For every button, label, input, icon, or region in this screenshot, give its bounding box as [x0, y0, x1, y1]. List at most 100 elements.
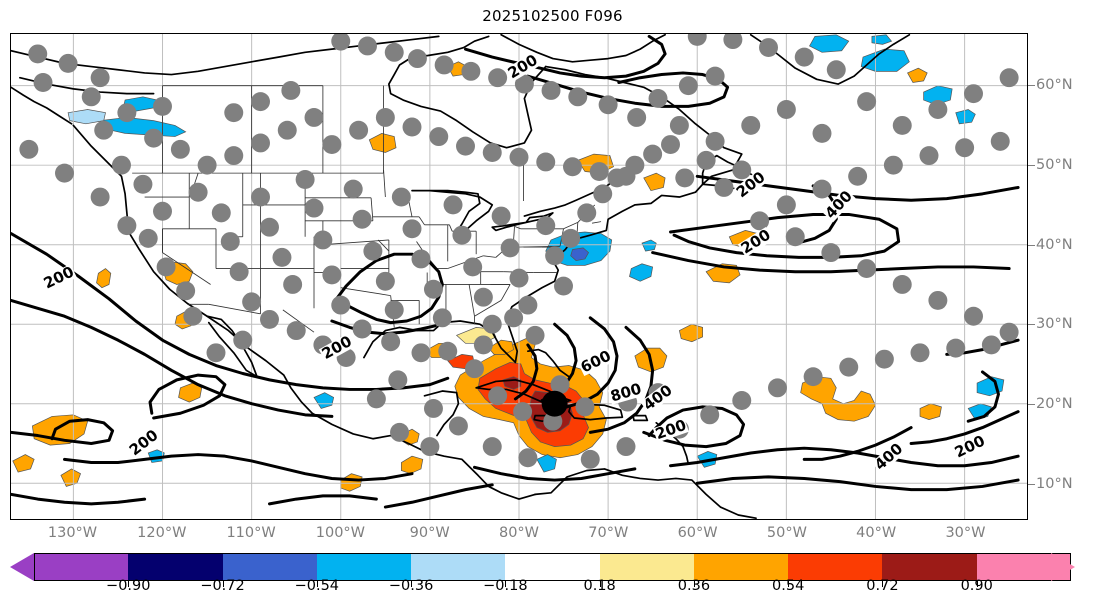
longitude-tick-label: 50°W [766, 525, 807, 541]
station-marker [892, 275, 912, 294]
longitude-tick-label: 60°W [677, 525, 718, 541]
political-border [513, 226, 515, 240]
station-marker [411, 343, 431, 363]
colorbar-tick-label: −0.54 [294, 578, 340, 594]
station-marker [402, 117, 422, 137]
height-contour [472, 465, 637, 482]
station-marker [678, 76, 698, 96]
station-marker [981, 335, 1001, 355]
station-marker [251, 133, 270, 153]
colorbar-tick-label: −0.90 [106, 578, 151, 594]
colorbar-bands [34, 553, 1071, 581]
station-marker [112, 155, 131, 175]
longitude-tick-label: 40°W [856, 525, 897, 541]
colorbar-tick-mark [316, 581, 318, 587]
latitude-tick-mark [1028, 164, 1035, 166]
station-marker [153, 96, 172, 116]
station-marker [910, 343, 930, 363]
station-marker [627, 107, 647, 127]
station-marker [117, 103, 137, 123]
station-marker [229, 262, 249, 282]
height-contour [11, 298, 334, 418]
station-marker [352, 319, 372, 339]
station-marker [990, 131, 1010, 151]
station-marker [482, 437, 502, 457]
anomaly-region [313, 392, 335, 409]
station-marker [322, 265, 342, 285]
station-marker [482, 143, 502, 162]
anomaly-region [809, 34, 850, 53]
station-marker [504, 308, 524, 328]
station-marker [183, 306, 203, 326]
station-marker [768, 378, 787, 398]
station-marker [491, 206, 511, 226]
station-marker [509, 268, 529, 288]
station-marker [561, 228, 581, 248]
station-marker [696, 150, 716, 170]
colorbar-band [128, 553, 223, 581]
station-marker [577, 203, 597, 223]
political-border [483, 255, 496, 258]
height-contour [695, 475, 1020, 492]
station-marker [220, 232, 240, 252]
anomaly-region [340, 473, 363, 492]
colorbar[interactable] [9, 553, 1095, 583]
height-contour [11, 418, 115, 446]
political-border [500, 284, 511, 301]
station-marker [568, 87, 588, 107]
station-marker [55, 163, 74, 183]
anomaly-region [400, 455, 424, 475]
station-marker [776, 100, 796, 119]
station-marker [206, 343, 226, 363]
anomaly-region [860, 48, 910, 72]
station-marker [928, 290, 948, 310]
coastline [491, 212, 554, 232]
station-marker [81, 87, 101, 107]
station-marker [420, 437, 440, 457]
colorbar-band [882, 553, 977, 581]
station-marker [90, 187, 110, 207]
station-marker [589, 162, 609, 181]
station-marker [593, 184, 613, 204]
station-marker [518, 295, 538, 315]
station-marker [964, 84, 983, 104]
station-marker [598, 95, 618, 115]
colorbar-band [316, 553, 412, 581]
latitude-tick-label: 50°N [1036, 156, 1073, 173]
colorbar-under-arrow [10, 553, 34, 581]
longitude-tick-label: 80°W [498, 525, 540, 541]
station-marker [390, 422, 410, 442]
station-marker [723, 34, 743, 50]
station-marker [826, 60, 846, 80]
colorbar-tick-mark [505, 581, 507, 587]
political-border [468, 284, 475, 317]
colorbar-band [599, 553, 694, 581]
colorbar-band [411, 553, 506, 581]
height-contour [513, 343, 539, 401]
colorbar-tick-label: −0.72 [200, 578, 245, 594]
station-marker [675, 168, 695, 188]
height-contour [909, 410, 1020, 446]
station-marker [402, 219, 422, 239]
station-marker [525, 325, 545, 345]
station-marker [224, 146, 244, 166]
colorbar-tick-label: −0.18 [483, 578, 528, 594]
height-contour [669, 446, 1020, 468]
station-marker [488, 386, 508, 406]
station-marker [616, 166, 636, 186]
station-marker [473, 335, 493, 355]
station-marker [349, 120, 369, 140]
colorbar-tick-label: 0.90 [960, 578, 993, 594]
station-marker [197, 155, 217, 175]
station-marker [848, 166, 868, 186]
station-marker [580, 449, 600, 469]
station-marker [281, 81, 301, 100]
map-plot-area[interactable] [10, 33, 1028, 520]
latitude-tick-label: 60°N [1036, 76, 1073, 93]
station-marker [554, 276, 573, 296]
colorbar-tick-mark [882, 581, 884, 587]
station-marker [465, 359, 484, 379]
station-marker [432, 308, 452, 328]
station-marker [384, 300, 404, 320]
station-marker [28, 44, 48, 64]
